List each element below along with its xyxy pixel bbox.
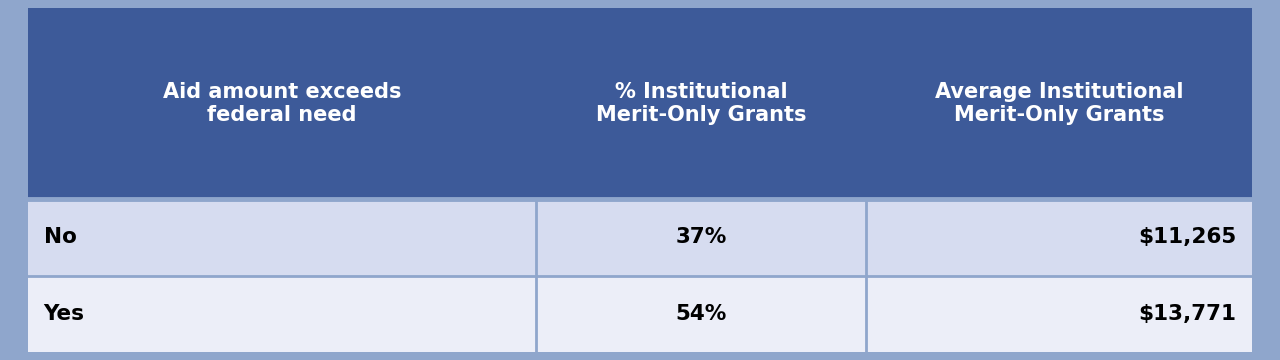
Bar <box>28 199 1252 275</box>
Text: Yes: Yes <box>44 304 84 324</box>
Text: $13,771: $13,771 <box>1138 304 1236 324</box>
Text: Aid amount exceeds
federal need: Aid amount exceeds federal need <box>163 82 402 125</box>
Bar <box>28 275 1252 352</box>
Text: 54%: 54% <box>676 304 727 324</box>
Text: % Institutional
Merit-Only Grants: % Institutional Merit-Only Grants <box>596 82 806 125</box>
Bar <box>28 8 1252 199</box>
Text: Average Institutional
Merit-Only Grants: Average Institutional Merit-Only Grants <box>934 82 1184 125</box>
Text: No: No <box>44 227 77 247</box>
Text: $11,265: $11,265 <box>1138 227 1236 247</box>
Text: 37%: 37% <box>676 227 727 247</box>
